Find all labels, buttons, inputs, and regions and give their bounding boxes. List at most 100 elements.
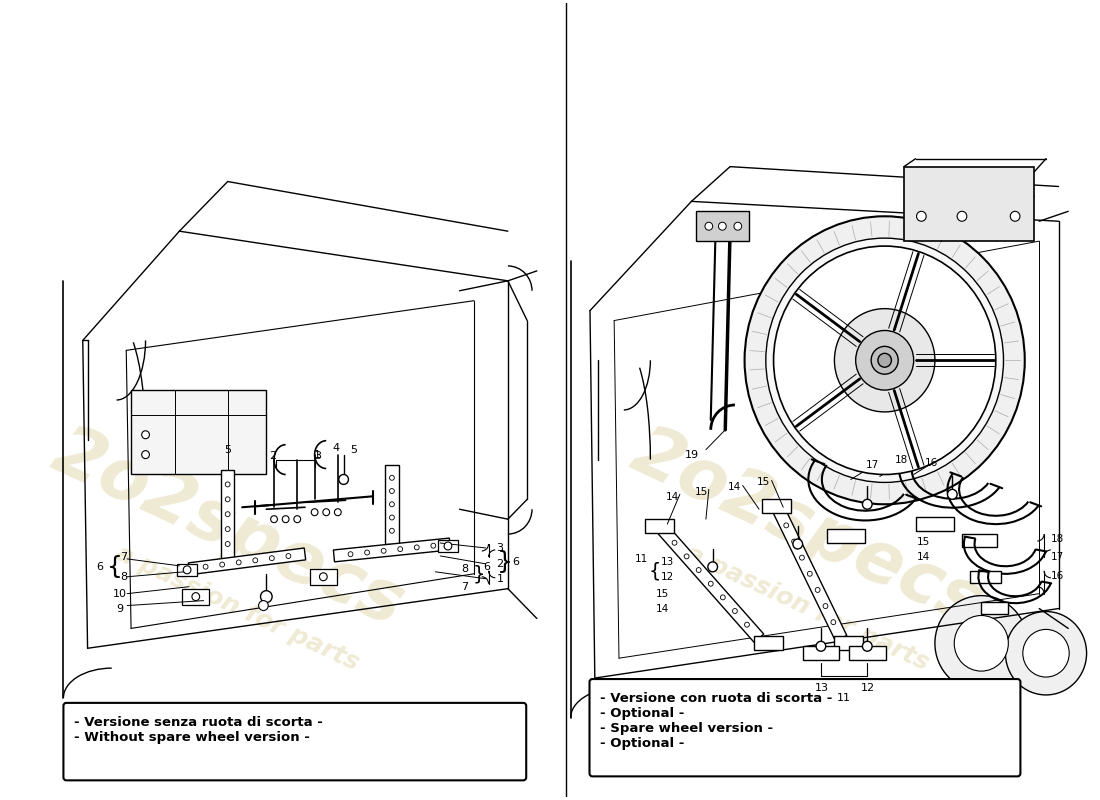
Circle shape [389, 489, 394, 494]
Text: {: { [107, 555, 123, 579]
Circle shape [705, 222, 713, 230]
Text: 6: 6 [513, 557, 519, 567]
Circle shape [253, 558, 257, 562]
Bar [177, 564, 197, 576]
Circle shape [226, 526, 230, 531]
Bar [762, 499, 791, 514]
Bar [183, 589, 209, 605]
Text: 14: 14 [728, 482, 741, 492]
Circle shape [226, 512, 230, 517]
Circle shape [142, 450, 150, 458]
Bar [970, 571, 1001, 582]
Circle shape [226, 497, 230, 502]
Circle shape [957, 211, 967, 222]
Circle shape [271, 516, 277, 522]
Bar [645, 519, 674, 533]
Bar [827, 529, 866, 543]
Circle shape [745, 216, 1025, 504]
Text: 14: 14 [666, 492, 679, 502]
Circle shape [226, 542, 230, 546]
Polygon shape [188, 548, 306, 574]
Circle shape [793, 539, 803, 549]
Circle shape [871, 346, 899, 374]
Text: 13: 13 [661, 557, 674, 567]
Bar [962, 534, 997, 547]
Text: 10: 10 [112, 589, 126, 598]
Circle shape [935, 596, 1027, 691]
Circle shape [947, 490, 957, 499]
Text: 15: 15 [916, 537, 930, 547]
Text: 14: 14 [656, 603, 669, 614]
Circle shape [365, 550, 370, 555]
Bar [904, 166, 1034, 241]
Circle shape [792, 539, 796, 544]
Text: 2o2specs: 2o2specs [41, 418, 415, 641]
Circle shape [954, 615, 1009, 671]
Circle shape [258, 601, 268, 610]
Circle shape [270, 556, 274, 561]
Text: }: } [472, 564, 485, 583]
Text: 17: 17 [1050, 552, 1064, 562]
Circle shape [142, 430, 150, 438]
Circle shape [236, 560, 241, 565]
Text: 2o2specs: 2o2specs [620, 418, 994, 641]
Bar [755, 636, 783, 650]
Text: 2: 2 [496, 559, 504, 569]
Text: }: } [497, 550, 513, 574]
Circle shape [862, 499, 872, 510]
Circle shape [322, 509, 330, 516]
Text: 5: 5 [350, 445, 356, 454]
Circle shape [816, 642, 826, 651]
Polygon shape [773, 506, 847, 642]
Text: 6: 6 [483, 562, 491, 572]
Text: - Versione senza ruota di scorta -
- Without spare wheel version -: - Versione senza ruota di scorta - - Wit… [74, 716, 323, 744]
Text: 16: 16 [924, 458, 937, 467]
Circle shape [398, 546, 403, 551]
Text: 15: 15 [656, 589, 669, 598]
Circle shape [334, 509, 341, 516]
Text: 5: 5 [224, 445, 231, 454]
Bar [849, 646, 886, 660]
FancyBboxPatch shape [64, 703, 526, 780]
Circle shape [444, 542, 452, 550]
Circle shape [261, 590, 272, 602]
FancyBboxPatch shape [590, 679, 1021, 776]
Circle shape [389, 502, 394, 506]
Circle shape [830, 620, 836, 625]
Text: 2: 2 [270, 450, 276, 461]
Bar [981, 602, 1009, 614]
Text: 3: 3 [496, 543, 504, 553]
Bar [835, 636, 864, 650]
Circle shape [835, 309, 935, 412]
Bar [310, 569, 337, 585]
Circle shape [800, 555, 804, 560]
Circle shape [286, 554, 290, 558]
Circle shape [773, 246, 996, 474]
Circle shape [389, 475, 394, 480]
Circle shape [696, 567, 701, 573]
Text: 6: 6 [97, 562, 103, 572]
Circle shape [708, 562, 717, 572]
Circle shape [734, 222, 741, 230]
Circle shape [856, 330, 914, 390]
Text: 13: 13 [815, 683, 829, 693]
Polygon shape [221, 470, 234, 559]
Circle shape [1023, 630, 1069, 677]
Text: 18: 18 [1050, 534, 1064, 544]
Circle shape [226, 482, 230, 487]
Text: 15: 15 [694, 487, 707, 498]
Circle shape [319, 573, 327, 581]
Text: 14: 14 [916, 552, 930, 562]
Circle shape [311, 509, 318, 516]
Text: - Versione con ruota di scorta -
- Optional -
- Spare wheel version -
- Optional: - Versione con ruota di scorta - - Optio… [601, 692, 833, 750]
Text: 1: 1 [314, 450, 321, 460]
Text: 7: 7 [461, 582, 468, 592]
Bar [438, 540, 458, 552]
Circle shape [708, 582, 713, 586]
Circle shape [184, 566, 191, 574]
Circle shape [220, 562, 224, 567]
Circle shape [294, 516, 300, 522]
Circle shape [431, 543, 436, 548]
Circle shape [348, 552, 353, 557]
Text: {: { [649, 562, 661, 580]
